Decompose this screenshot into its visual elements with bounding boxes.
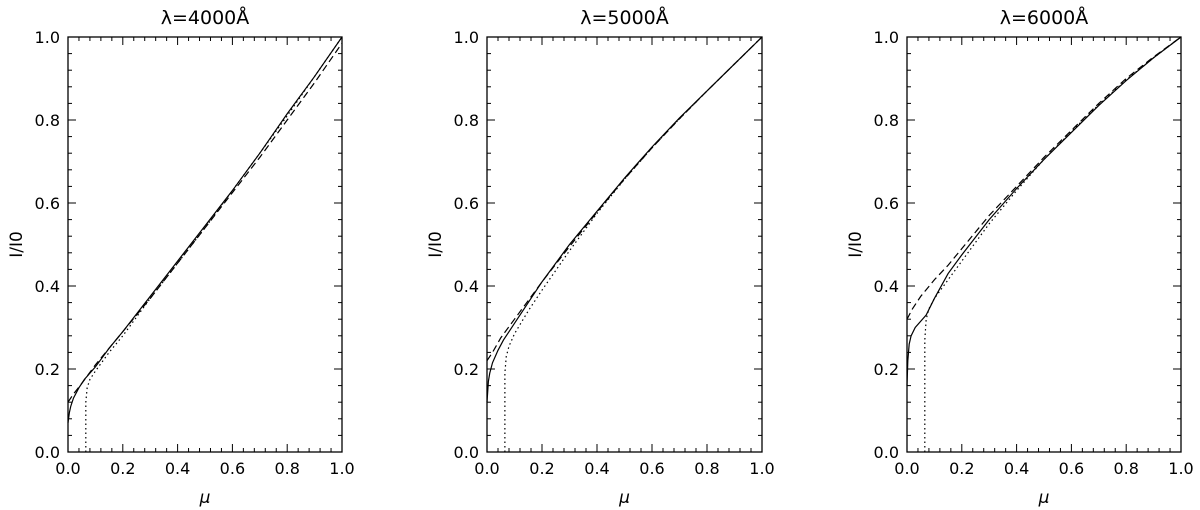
series-dashed-line [906,36,1182,320]
series-solid-line [906,36,1182,386]
x-tick-label: 0.6 [639,459,664,478]
y-tick-label: 0.0 [454,443,479,462]
plot-frame [67,36,343,453]
y-tick-label: 0.4 [35,277,60,296]
x-tick-label: 1.0 [1168,459,1193,478]
x-axis-label: μ [199,488,211,508]
plot-frame [486,36,763,453]
x-tick-label: 0.0 [474,459,499,478]
series-dotted-line [85,36,343,452]
chart-title: λ=4000Å [161,6,250,29]
chart-panel-3: 0.0 0.2 0.4 0.6 0.8 1.0 0.0 0.2 0.4 0.6 0.8 1.0 λ=60… [846,6,1194,508]
series-dotted-line [504,36,763,452]
y-tick-label: 0.2 [874,360,899,379]
y-tick-label: 0.4 [874,277,899,296]
x-tick-label: 0.2 [949,459,974,478]
x-tick-label: 0.2 [110,459,135,478]
y-tick-label: 0.8 [874,111,899,130]
y-tick-label: 0.2 [454,360,479,379]
x-tick-label: 0.6 [1059,459,1084,478]
plot-frame [906,36,1182,453]
x-tick-label: 0.4 [1004,459,1029,478]
y-tick-label: 0.0 [874,443,899,462]
series-dashed-line [67,42,343,403]
chart-panel-1: 0.0 0.2 0.4 0.6 0.8 1.0 0.0 0.2 0.4 0.6 0.8 1.0 λ=40… [7,6,355,508]
x-axis-label: μ [618,488,630,508]
y-tick-label: 0.8 [454,111,479,130]
y-tick-label: 0.6 [35,194,60,213]
x-tick-label: 0.4 [584,459,609,478]
series-solid-line [486,36,763,403]
y-axis-label: I/I0 [846,231,866,258]
y-tick-label: 0.0 [35,443,60,462]
x-tick-label: 1.0 [749,459,774,478]
chart-title: λ=5000Å [580,6,669,29]
series-dashed-line [486,36,763,362]
x-tick-label: 0.8 [1113,459,1138,478]
y-tick-label: 1.0 [454,28,479,47]
x-tick-label: 0.4 [165,459,190,478]
series-dotted-line [924,36,1182,452]
x-tick-label: 0.8 [274,459,299,478]
y-tick-label: 0.6 [454,194,479,213]
y-axis-label: I/I0 [7,231,27,258]
chart-panel-2: 0.0 0.2 0.4 0.6 0.8 1.0 0.0 0.2 0.4 0.6 0.8 1.0 λ=50… [426,6,775,508]
y-axis-label: I/I0 [426,231,446,258]
y-tick-label: 1.0 [874,28,899,47]
x-tick-label: 1.0 [329,459,354,478]
series-solid-line [67,36,343,424]
x-tick-label: 0.8 [694,459,719,478]
y-tick-label: 1.0 [35,28,60,47]
y-tick-label: 0.4 [454,277,479,296]
x-tick-label: 0.2 [529,459,554,478]
y-tick-label: 0.8 [35,111,60,130]
x-tick-label: 0.0 [55,459,80,478]
x-axis-label: μ [1038,488,1050,508]
y-tick-label: 0.2 [35,360,60,379]
x-tick-label: 0.0 [894,459,919,478]
x-tick-label: 0.6 [220,459,245,478]
y-tick-label: 0.6 [874,194,899,213]
chart-title: λ=6000Å [1000,6,1089,29]
